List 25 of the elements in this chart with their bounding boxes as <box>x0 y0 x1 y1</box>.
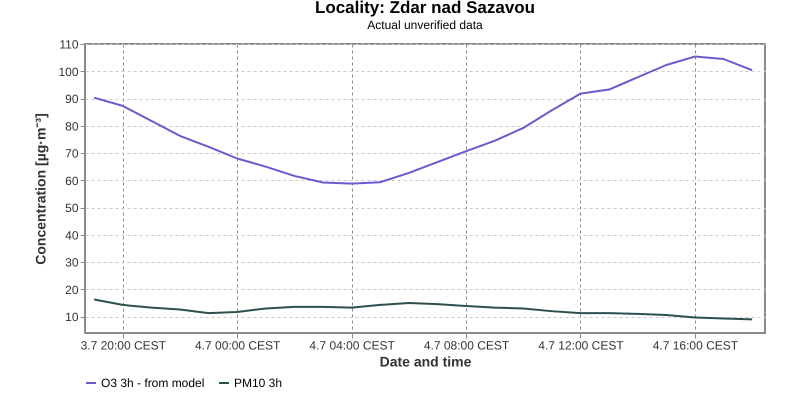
y-tick-label: 60 <box>65 174 79 188</box>
x-tick-label: 4.7 16:00 CEST <box>652 338 739 352</box>
y-tick-label: 40 <box>65 228 79 242</box>
y-tick-label: 90 <box>65 92 79 106</box>
y-tick-label: 80 <box>65 119 79 134</box>
x-tick-label: 4.7 08:00 CEST <box>424 338 510 352</box>
y-tick-label: 30 <box>65 256 79 270</box>
x-tick-label: 3.7 20:00 CEST <box>80 338 167 352</box>
y-tick-label: 70 <box>65 146 79 161</box>
line-series <box>93 56 754 185</box>
line-series <box>93 298 754 320</box>
y-tick-label: 10 <box>65 310 79 324</box>
y-tick-label: 20 <box>65 282 79 297</box>
x-axis-title: Date and time <box>380 354 472 370</box>
y-tick-label: 110 <box>59 38 79 52</box>
y-axis-title: Concentration [µg·m⁻³] <box>32 113 48 265</box>
y-tick-label: 50 <box>65 201 79 216</box>
x-tick-label: 4.7 00:00 CEST <box>194 338 282 352</box>
x-tick-label: 4.7 04:00 CEST <box>309 338 396 352</box>
legend-label: PM10 3h <box>234 376 282 390</box>
chart-title: Locality: Zdar nad Sazavou <box>314 0 536 17</box>
y-tick-label: 100 <box>58 64 79 79</box>
legend-label: O3 3h - from model <box>101 376 204 390</box>
chart-subtitle: Actual unverified data <box>367 18 484 32</box>
x-tick-label: 4.7 12:00 CEST <box>538 338 624 352</box>
